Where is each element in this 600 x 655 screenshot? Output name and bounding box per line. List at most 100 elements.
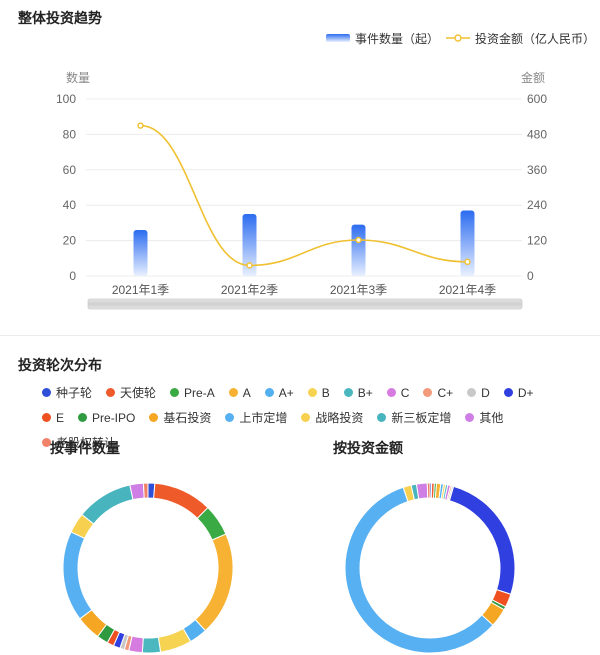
line-point[interactable]: [137, 122, 144, 129]
donut-slice[interactable]: [62, 531, 93, 620]
line-point[interactable]: [355, 236, 362, 244]
legend-dot: [170, 388, 180, 397]
y2-tick-label: 240: [527, 198, 547, 212]
x-tick-label: 2021年4季: [439, 283, 496, 297]
donut-slice[interactable]: [194, 533, 234, 632]
legend-label: D: [481, 385, 490, 400]
legend-bar-label: 事件数量（起）: [355, 31, 439, 46]
legend-label: E: [56, 410, 65, 425]
legend-item[interactable]: D+: [503, 384, 534, 401]
legend-item[interactable]: C+: [423, 384, 453, 401]
legend-dot: [78, 413, 88, 422]
legend-item[interactable]: B: [307, 384, 330, 401]
donut-slice[interactable]: [448, 485, 516, 595]
legend-item[interactable]: C: [386, 384, 410, 401]
legend-dot: [42, 388, 51, 397]
legend-label: 新三板定增: [391, 411, 452, 425]
y-tick-label: 0: [69, 269, 76, 283]
legend-item[interactable]: E: [42, 409, 64, 426]
bar[interactable]: [351, 224, 366, 276]
donut-slice[interactable]: [141, 636, 162, 654]
zoom-slider[interactable]: [87, 298, 523, 310]
legend-label: Pre-A: [184, 385, 215, 400]
legend-dot: [386, 388, 396, 397]
bar[interactable]: [133, 229, 148, 276]
legend-item[interactable]: D: [467, 384, 490, 401]
legend-dot: [264, 388, 274, 397]
donut-chart-count: [62, 482, 234, 654]
legend-dot: [465, 413, 475, 422]
legend-label: 老股权转让: [56, 436, 117, 450]
legend-item[interactable]: 新三板定增: [377, 409, 451, 426]
legend-item[interactable]: 战略投资: [301, 409, 363, 426]
legend-label: Pre-IPO: [92, 410, 136, 425]
legend-dot: [149, 413, 159, 422]
legend-item[interactable]: 上市定增: [225, 409, 287, 426]
legend-line-label: 投资金额（亿人民币）: [475, 31, 595, 46]
legend-label: 种子轮: [56, 386, 93, 400]
legend-dot: [301, 413, 311, 422]
legend-item[interactable]: B+: [343, 384, 373, 401]
donut-slice[interactable]: [415, 482, 429, 500]
legend-item[interactable]: 基石投资: [149, 409, 211, 426]
legend-item[interactable]: 老股权转让: [42, 434, 116, 451]
legend-label: B: [321, 385, 330, 400]
legend-item[interactable]: 种子轮: [42, 384, 92, 401]
donut-slice[interactable]: [129, 482, 145, 501]
legend-dot: [343, 388, 353, 397]
legend-label: 天使轮: [120, 386, 157, 400]
legend-dot: [42, 413, 51, 422]
legend-dot: [228, 388, 238, 397]
y2-axis-label: 金额: [521, 70, 545, 85]
y2-tick-label: 0: [527, 269, 534, 283]
donut-amount-title: 按投资金额: [333, 440, 403, 456]
y2-tick-label: 120: [527, 234, 547, 248]
y-tick-label: 40: [63, 198, 77, 212]
legend-dot: [503, 388, 513, 397]
legend-label: 战略投资: [315, 411, 364, 425]
x-tick-label: 2021年2季: [221, 283, 278, 297]
x-tick-label: 2021年1季: [112, 283, 169, 297]
legend-label: C: [400, 385, 410, 400]
legend-item[interactable]: Pre-A: [170, 384, 215, 401]
donut-count-title: 按事件数量: [50, 440, 120, 456]
donut-chart-amount: [344, 482, 516, 654]
donut-slice[interactable]: [153, 482, 209, 520]
rounds-legend[interactable]: 种子轮 天使轮 Pre-A A A+ B B+ C C+ D D+ E Pre-IPO 基石投资 上市定增 战…: [42, 384, 582, 451]
legend-dot: [42, 438, 51, 447]
legend-item[interactable]: A+: [264, 384, 294, 401]
donut-slice[interactable]: [344, 486, 494, 654]
line-point[interactable]: [464, 258, 471, 266]
donut-slice[interactable]: [426, 482, 431, 499]
legend-dot: [225, 413, 235, 422]
rounds-section-title: 投资轮次分布: [18, 357, 102, 373]
legend-label: D+: [517, 385, 534, 400]
legend-item[interactable]: 其他: [465, 409, 503, 426]
legend-label: 其他: [479, 411, 504, 425]
legend-item[interactable]: 天使轮: [106, 384, 156, 401]
legend-label: 基石投资: [163, 411, 212, 425]
legend-label: A: [242, 385, 251, 400]
y-tick-label: 80: [63, 127, 77, 141]
legend-label: C+: [437, 385, 454, 400]
amount-series-line: [140, 124, 468, 267]
donut-slice[interactable]: [142, 482, 149, 499]
legend-dot: [307, 388, 317, 397]
trend-chart: 事件数量（起） 投资金额（亿人民币） 数量 金额 0 20 40 60 80 100 0 12…: [56, 31, 595, 310]
line-point[interactable]: [246, 262, 253, 269]
legend-dot: [106, 388, 116, 397]
y-tick-label: 100: [56, 92, 76, 106]
legend-dot: [423, 388, 433, 397]
legend-bar-swatch: [326, 34, 350, 42]
legend-label: 上市定增: [239, 411, 288, 425]
y2-tick-label: 360: [527, 163, 547, 177]
legend-item[interactable]: Pre-IPO: [78, 409, 135, 426]
donut-slice[interactable]: [81, 484, 134, 525]
y2-tick-label: 480: [527, 127, 547, 141]
legend-dot: [467, 388, 477, 397]
bar[interactable]: [460, 210, 475, 276]
legend-item[interactable]: A: [228, 384, 251, 401]
y2-tick-label: 600: [527, 92, 547, 106]
trend-legend[interactable]: 事件数量（起） 投资金额（亿人民币）: [326, 31, 595, 46]
bar[interactable]: [242, 214, 257, 276]
